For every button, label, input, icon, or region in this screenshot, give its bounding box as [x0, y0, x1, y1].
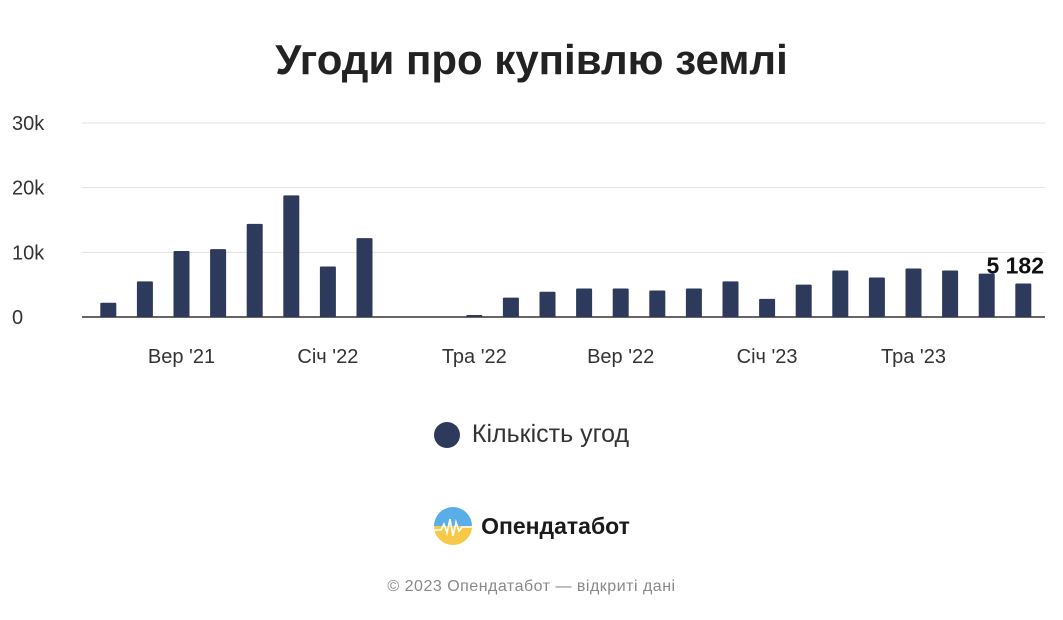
- legend[interactable]: Кількість угод: [0, 420, 1063, 449]
- bar: [576, 288, 593, 317]
- footer-copyright: © 2023 Опендатабот — відкриті дані: [387, 578, 676, 595]
- x-tick-label: Тра '22: [442, 346, 507, 368]
- bar: [173, 251, 190, 317]
- x-tick-label: Січ '22: [297, 346, 358, 368]
- brand-name: Опендатабот: [481, 512, 630, 539]
- bar: [246, 223, 263, 317]
- bar: [942, 270, 959, 317]
- data-label: 5 182: [986, 252, 1044, 278]
- chart-title: Угоди про купівлю землі: [275, 36, 788, 83]
- opendatabot-logo-icon: [434, 507, 473, 545]
- bar: [685, 288, 702, 317]
- y-tick-label: 10k: [12, 242, 45, 264]
- x-tick-label: Січ '23: [737, 346, 798, 368]
- x-tick-label: Тра '23: [881, 346, 946, 368]
- y-tick-label: 20k: [12, 178, 45, 200]
- bar: [319, 266, 336, 317]
- bar: [905, 268, 922, 317]
- bar: [502, 297, 519, 317]
- bar: [100, 302, 117, 317]
- y-tick-label: 0: [12, 307, 23, 329]
- x-tick-label: Вер '22: [587, 346, 654, 368]
- bar: [978, 273, 995, 317]
- bar: [283, 195, 300, 317]
- bar-chart: 0 10k 20k 30k Вер '21 Січ '22 Тра '22 Вер '22 Сі…: [12, 113, 1045, 368]
- y-tick-label: 30k: [12, 113, 45, 135]
- legend-marker: [433, 421, 460, 448]
- bar: [466, 315, 483, 317]
- brand: Опендатабот: [0, 506, 1063, 546]
- bar: [136, 281, 153, 317]
- bar: [722, 281, 739, 317]
- x-tick-label: Вер '21: [148, 346, 215, 368]
- bar: [356, 238, 373, 317]
- bar: [832, 270, 849, 317]
- bar: [1015, 283, 1032, 317]
- bar: [612, 288, 629, 317]
- bar: [210, 249, 227, 317]
- legend-label: Кількість угод: [471, 420, 630, 448]
- bar: [795, 284, 812, 317]
- bar: [649, 290, 666, 317]
- bar: [759, 298, 776, 317]
- bar: [539, 291, 556, 317]
- bar: [868, 277, 885, 317]
